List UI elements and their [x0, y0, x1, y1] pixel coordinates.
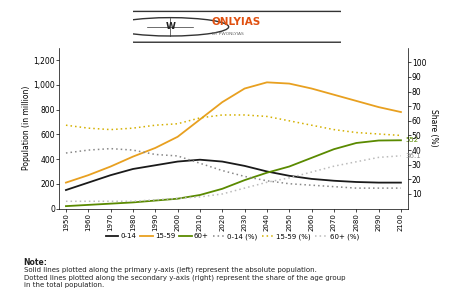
FancyBboxPatch shape	[124, 11, 350, 42]
Y-axis label: Share (%): Share (%)	[429, 109, 438, 147]
Text: W: W	[165, 22, 175, 31]
Text: BY PWONLYIAS: BY PWONLYIAS	[212, 32, 244, 36]
Text: Note:: Note:	[24, 258, 47, 267]
Legend: 0-14, 15-59, 60+, 0-14 (%), 15-59 (%), 60+ (%): 0-14, 15-59, 60+, 0-14 (%), 15-59 (%), 6…	[103, 230, 362, 242]
Text: Solid lines plotted along the primary y-axis (left) represent the absolute popul: Solid lines plotted along the primary y-…	[24, 267, 345, 288]
Text: ONLYIAS: ONLYIAS	[212, 17, 261, 27]
Y-axis label: Population (in million): Population (in million)	[21, 86, 30, 170]
Text: 552: 552	[405, 137, 418, 143]
Text: 36.1: 36.1	[405, 153, 421, 159]
